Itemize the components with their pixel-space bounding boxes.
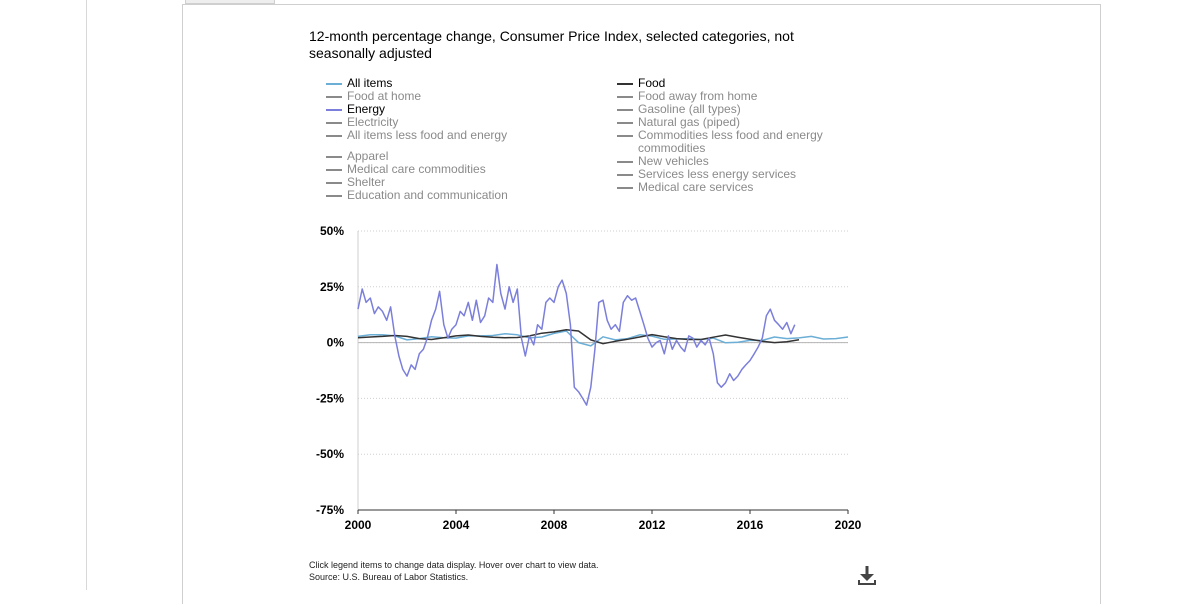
legend-label: Food at home bbox=[347, 89, 422, 103]
legend-swatch bbox=[326, 182, 342, 184]
legend-item[interactable]: Food away from home bbox=[617, 90, 847, 103]
x-tick-label: 2020 bbox=[835, 518, 862, 532]
legend-swatch bbox=[326, 83, 342, 85]
legend-label: Electricity bbox=[347, 115, 399, 129]
series-line-energy bbox=[357, 263, 796, 406]
legend-item[interactable]: Shelter bbox=[326, 176, 508, 189]
legend-label: Commodities less food and energy commodi… bbox=[638, 128, 823, 155]
x-tick-label: 2016 bbox=[737, 518, 764, 532]
legend-item[interactable]: Electricity bbox=[326, 116, 508, 129]
legend-item[interactable]: Services less energy services bbox=[617, 168, 847, 181]
series-line-food bbox=[357, 328, 800, 345]
legend-swatch bbox=[617, 109, 633, 111]
legend-item[interactable]: Gasoline (all types) bbox=[617, 103, 847, 116]
legend-label: Gasoline (all types) bbox=[638, 102, 741, 116]
gridlines bbox=[357, 230, 848, 511]
y-tick-label: 25% bbox=[320, 280, 344, 294]
legend-swatch bbox=[326, 135, 342, 137]
tab-stub[interactable] bbox=[185, 0, 275, 4]
y-tick-label: 0% bbox=[327, 336, 345, 350]
legend-item[interactable]: All items bbox=[326, 77, 508, 90]
download-icon[interactable] bbox=[855, 563, 879, 587]
legend-item[interactable]: All items less food and energy bbox=[326, 129, 508, 142]
legend-swatch bbox=[617, 187, 633, 189]
x-tick-label: 2012 bbox=[639, 518, 666, 532]
legend-label: Services less energy services bbox=[638, 167, 797, 181]
legend-swatch bbox=[326, 156, 342, 158]
legend-swatch bbox=[617, 161, 633, 163]
legend-label: Food away from home bbox=[638, 89, 758, 103]
legend-swatch bbox=[326, 109, 342, 111]
legend-swatch bbox=[326, 169, 342, 171]
chart-plot[interactable]: 50% 25% 0% -25% -50% -75% 2000 2004 2008 2012 201… bbox=[0, 0, 1192, 590]
legend-item[interactable]: Commodities less food and energy commodi… bbox=[617, 129, 847, 155]
legend-label: Education and communication bbox=[347, 188, 508, 202]
legend-swatch bbox=[617, 135, 633, 137]
legend-item[interactable]: Medical care commodities bbox=[326, 163, 508, 176]
legend-label: All items bbox=[347, 76, 393, 90]
y-tick-label: 50% bbox=[320, 224, 344, 238]
y-axis-ticks: 50% 25% 0% -25% -50% -75% bbox=[316, 224, 344, 517]
legend-item[interactable]: Food at home bbox=[326, 90, 508, 103]
legend-item[interactable]: Apparel bbox=[326, 150, 508, 163]
legend-label: Shelter bbox=[347, 175, 386, 189]
y-tick-label: -50% bbox=[316, 447, 344, 461]
x-tick-label: 2000 bbox=[345, 518, 372, 532]
y-tick-label: -75% bbox=[316, 503, 344, 517]
legend-label: Food bbox=[638, 76, 666, 90]
legend-label: Medical care services bbox=[638, 180, 754, 194]
chart-instructions: Click legend items to change data displa… bbox=[309, 560, 599, 570]
legend-swatch bbox=[326, 96, 342, 98]
x-tick-label: 2008 bbox=[541, 518, 568, 532]
legend-item[interactable]: Education and communication bbox=[326, 189, 508, 202]
legend-item[interactable]: Energy bbox=[326, 103, 508, 116]
legend-item[interactable]: Medical care services bbox=[617, 181, 847, 194]
chart-title: 12-month percentage change, Consumer Pri… bbox=[309, 28, 794, 61]
legend-label: Energy bbox=[347, 102, 386, 116]
series-lines bbox=[357, 263, 849, 406]
legend-label: Medical care commodities bbox=[347, 162, 486, 176]
x-axis-ticks: 2000 2004 2008 2012 2016 2020 bbox=[345, 510, 862, 532]
legend-column-1: All items Food at home Energy Electricity Al… bbox=[326, 77, 508, 202]
chart-note: Click legend items to change data displa… bbox=[309, 559, 598, 583]
legend-item[interactable]: Natural gas (piped) bbox=[617, 116, 847, 129]
legend-swatch bbox=[617, 122, 633, 124]
legend-swatch bbox=[617, 174, 633, 176]
legend-swatch bbox=[617, 83, 633, 85]
series-line-all-items bbox=[357, 330, 849, 347]
legend-item[interactable]: Food bbox=[617, 77, 847, 90]
legend-swatch bbox=[326, 122, 342, 124]
legend-swatch bbox=[617, 96, 633, 98]
y-tick-label: -25% bbox=[316, 391, 344, 405]
chart-panel bbox=[182, 4, 1101, 604]
legend-label: New vehicles bbox=[638, 154, 709, 168]
chart-source: Source: U.S. Bureau of Labor Statistics. bbox=[309, 572, 469, 582]
legend-label: Natural gas (piped) bbox=[638, 115, 741, 129]
legend-label: Apparel bbox=[347, 149, 389, 163]
legend-column-2: Food Food away from home Gasoline (all typ… bbox=[617, 77, 847, 194]
x-tick-label: 2004 bbox=[443, 518, 470, 532]
legend-swatch bbox=[326, 195, 342, 197]
legend-item[interactable]: New vehicles bbox=[617, 155, 847, 168]
legend-label: All items less food and energy bbox=[347, 128, 508, 142]
page-frame-left bbox=[86, 0, 87, 590]
download-icon-graphic bbox=[858, 566, 876, 585]
